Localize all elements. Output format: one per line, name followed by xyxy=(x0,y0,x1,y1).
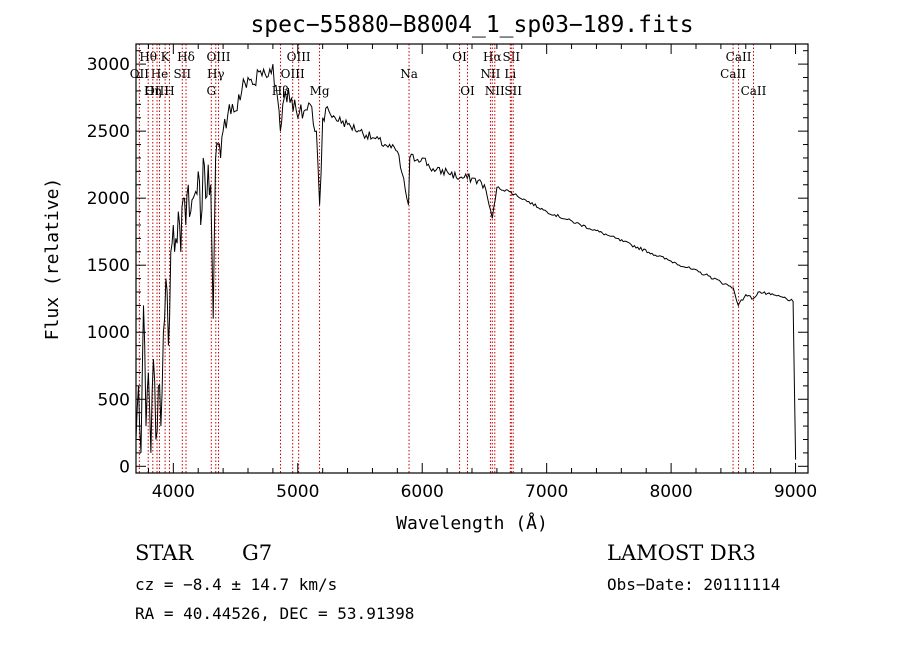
spectral-line-label: Hα xyxy=(483,50,502,64)
spectral-line-label: NII xyxy=(480,67,500,81)
x-tick-label: 6000 xyxy=(401,482,444,502)
x-tick-label: 5000 xyxy=(276,482,319,502)
spectrum-line xyxy=(135,64,797,460)
spectral-line-label: NII xyxy=(485,84,505,98)
spectral-line-label: SII xyxy=(173,67,191,81)
spectral-line-label: OI xyxy=(452,50,467,64)
spectral-line-label: OIII xyxy=(145,84,169,98)
spectral-line-label: CaII xyxy=(726,50,752,64)
y-tick-label: 1500 xyxy=(87,256,130,276)
spectral-line-label: Mg xyxy=(310,84,330,98)
spectral-line-label: OIII xyxy=(206,50,230,64)
plot-frame xyxy=(135,43,809,474)
spectral-line-label: OIII xyxy=(281,67,305,81)
axes: 4000 5000 6000 7000 8000 9000 0 500 1000 1500 2000… xyxy=(87,43,817,502)
spectral-line-label: K xyxy=(161,50,171,64)
spectrum-layer xyxy=(135,64,797,460)
x-axis-label: Wavelength (Å) xyxy=(396,512,548,534)
x-tick-label: 9000 xyxy=(774,482,817,502)
y-axis-label: Flux (relative) xyxy=(42,178,63,341)
x-tick-label: 7000 xyxy=(525,482,568,502)
spectral-line-label: G xyxy=(206,84,216,98)
spectral-line-label: CaII xyxy=(720,67,746,81)
spectral-lines-layer: Hθ OII OIII He Hη K H SII Hδ OIII Hγ G OIII OIII Hβ Mg N… xyxy=(130,44,767,473)
y-tick-label: 0 xyxy=(119,457,130,477)
spectral-line-label: He xyxy=(151,67,169,81)
spectral-line-label: OI xyxy=(460,84,475,98)
spectral-line-label: SII xyxy=(504,84,522,98)
object-class: STAR xyxy=(135,541,194,565)
spectral-line-label: Hγ xyxy=(207,67,225,81)
y-tick-label: 3000 xyxy=(87,55,130,75)
spectral-line-label: H xyxy=(164,84,174,98)
y-tick-label: 1000 xyxy=(87,323,130,343)
spectral-line-label: OII xyxy=(130,67,150,81)
survey-name: LAMOST DR3 xyxy=(607,541,756,565)
subclass: G7 xyxy=(242,541,273,565)
obs-date: Obs−Date: 20111114 xyxy=(607,575,781,594)
chart-title: spec−55880−B8004_1_sp03−189.fits xyxy=(250,12,693,38)
spectral-line-label: Hη xyxy=(144,84,162,98)
y-tick-label: 2000 xyxy=(87,189,130,209)
spectral-line-label: SII xyxy=(502,50,520,64)
spectral-line-label: Na xyxy=(400,67,418,81)
spectral-line-label: Hδ xyxy=(177,50,195,64)
spectral-line-label: Hθ xyxy=(139,50,157,64)
redshift-cz: cz = −8.4 ± 14.7 km/s xyxy=(135,575,338,594)
spectral-line-label: Hβ xyxy=(272,84,289,98)
x-tick-label: 8000 xyxy=(649,482,692,502)
coordinates: RA = 40.44526, DEC = 53.91398 xyxy=(135,604,415,623)
y-tick-label: 2500 xyxy=(87,122,130,142)
y-tick-label: 500 xyxy=(98,390,130,410)
spectral-line-label: Li xyxy=(504,67,516,81)
spectral-line-label: CaII xyxy=(741,84,767,98)
spectral-line-label: OIII xyxy=(287,50,311,64)
x-tick-label: 4000 xyxy=(152,482,195,502)
